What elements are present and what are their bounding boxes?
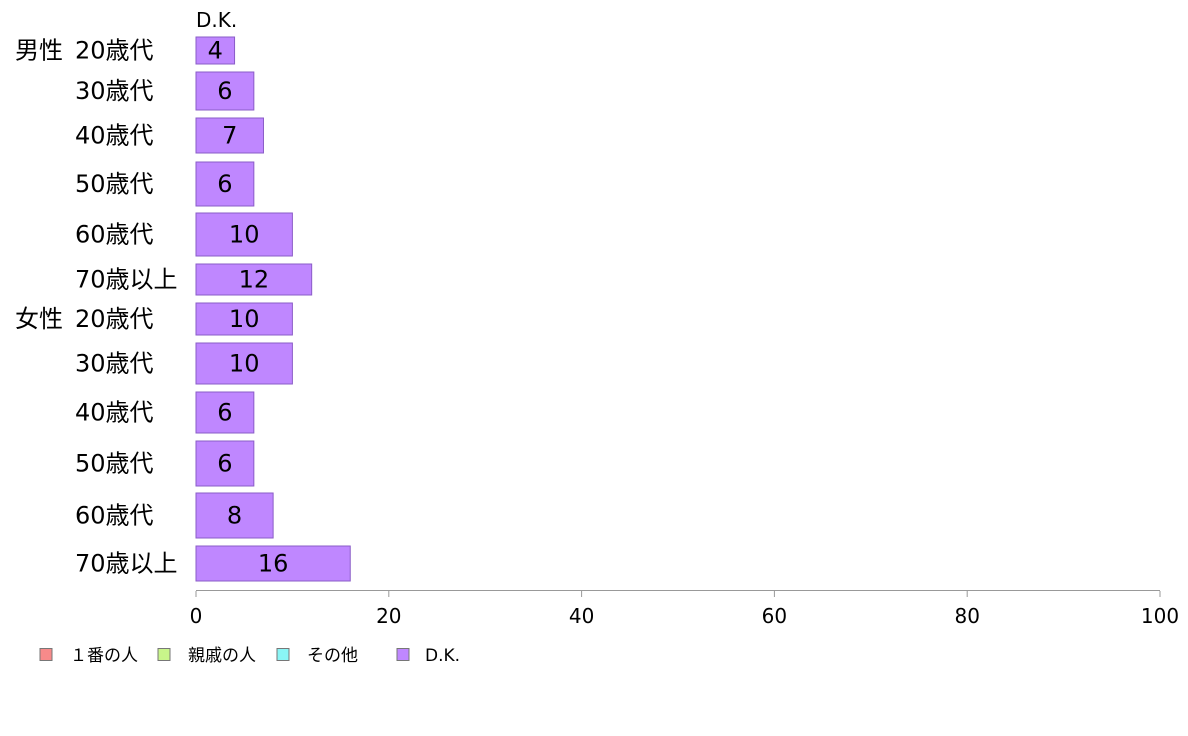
category-label: 30歳代	[75, 350, 154, 378]
bar	[195, 161, 255, 207]
data-label: 7	[222, 122, 237, 150]
legend-label: その他	[307, 646, 358, 666]
data-label: 8	[227, 502, 242, 530]
x-tick-label: 0	[190, 604, 203, 628]
bar	[195, 263, 313, 296]
bar	[195, 212, 293, 257]
bars-layer: 420歳代男性630歳代740歳代650歳代1060歳代1270歳以上1020歳…	[15, 36, 351, 582]
legend-swatch	[276, 648, 290, 661]
x-tick-label: 100	[1141, 604, 1179, 628]
bar	[195, 391, 255, 434]
legend-swatch	[157, 648, 171, 661]
x-tick-label: 40	[569, 604, 594, 628]
group-label: 男性	[15, 37, 63, 65]
category-label: 60歳代	[75, 221, 154, 249]
series-title: D.K.	[196, 8, 237, 32]
category-label: 40歳代	[75, 399, 154, 427]
category-label: 40歳代	[75, 122, 154, 150]
x-axis: 0 20 40 60 80 100	[190, 590, 1179, 628]
bar	[195, 545, 351, 582]
data-label: 6	[217, 170, 232, 198]
data-label: 16	[258, 550, 289, 578]
legend-swatch	[39, 648, 53, 661]
legend: １番の人 親戚の人 その他 D.K.	[39, 646, 460, 666]
bar	[195, 117, 264, 154]
category-label: 20歳代	[75, 37, 154, 65]
legend-label: １番の人	[70, 646, 138, 666]
bar	[195, 71, 255, 111]
data-label: 6	[217, 399, 232, 427]
legend-label: 親戚の人	[188, 646, 256, 666]
bar	[195, 440, 255, 487]
bar	[195, 492, 274, 539]
data-label: 10	[229, 221, 260, 249]
category-label: 70歳以上	[75, 266, 178, 294]
data-label: 10	[229, 350, 260, 378]
category-label: 30歳代	[75, 77, 154, 105]
x-tick-label: 60	[762, 604, 787, 628]
legend-label: D.K.	[425, 646, 460, 666]
data-label: 12	[239, 266, 270, 294]
bar	[195, 302, 293, 336]
data-label: 6	[217, 77, 232, 105]
x-tick-label: 20	[376, 604, 401, 628]
category-label: 60歳代	[75, 502, 154, 530]
data-label: 4	[208, 37, 223, 65]
data-label: 10	[229, 305, 260, 333]
group-label: 女性	[15, 305, 63, 333]
data-label: 6	[217, 450, 232, 478]
category-label: 50歳代	[75, 170, 154, 198]
bar	[195, 342, 293, 385]
category-label: 20歳代	[75, 305, 154, 333]
bar	[195, 36, 236, 65]
category-label: 50歳代	[75, 450, 154, 478]
legend-swatch	[396, 648, 410, 661]
x-tick-label: 80	[954, 604, 979, 628]
category-label: 70歳以上	[75, 550, 178, 578]
